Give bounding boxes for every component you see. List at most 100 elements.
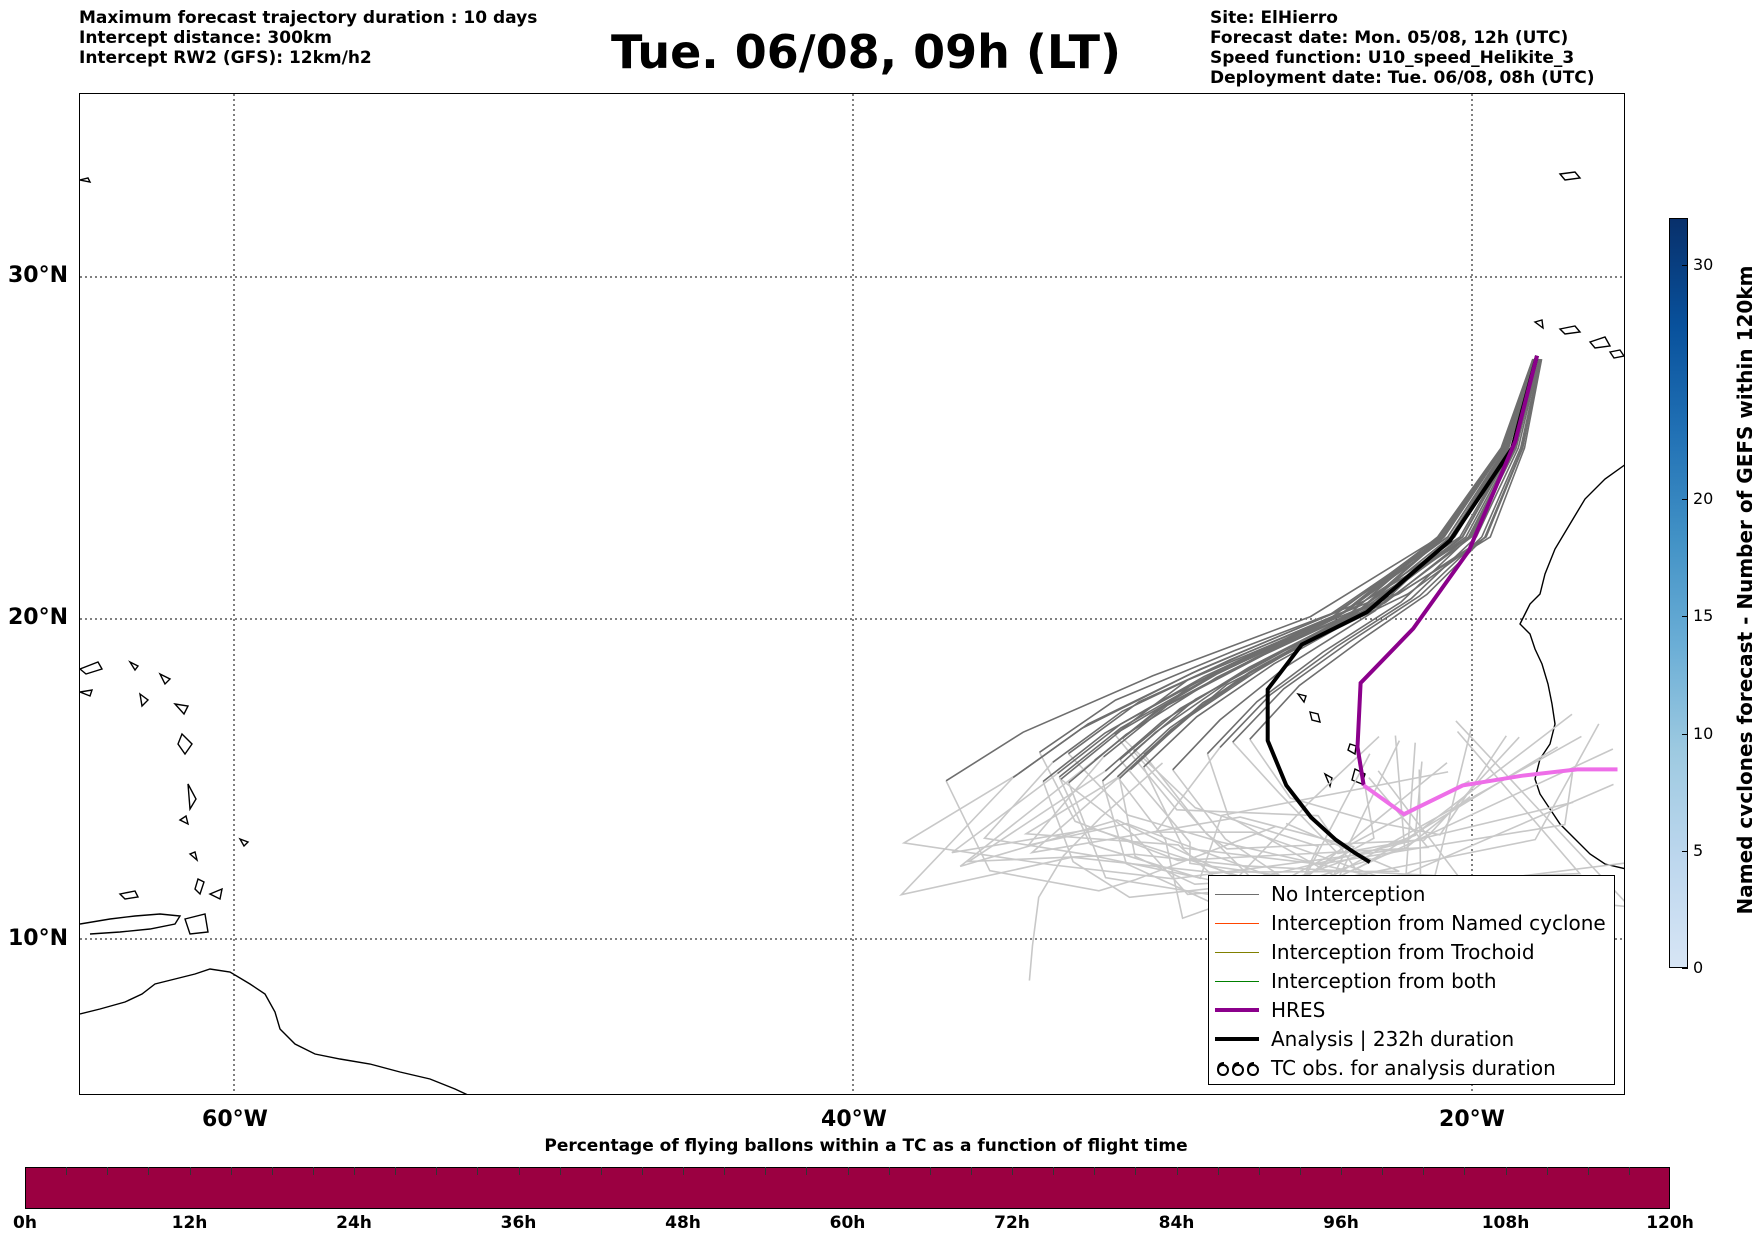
coast-antilles-8	[139, 692, 150, 708]
time-bar-minor-tick	[1258, 1167, 1260, 1175]
coast-antilles-11	[128, 660, 140, 672]
time-bar-minor-tick	[1505, 1167, 1507, 1175]
trajectory-line	[1219, 358, 1541, 748]
time-bar-minor-tick	[1094, 1167, 1096, 1175]
time-bar-minor-tick	[312, 1167, 314, 1175]
page-title: Tue. 06/08, 09h (LT)	[611, 25, 1121, 79]
legend-item-both: Interception from both	[1209, 967, 1614, 996]
lat-label-20n: 20°N	[8, 605, 69, 630]
legend-swatch	[1215, 923, 1259, 924]
map-canvas	[80, 94, 1624, 1094]
time-bar-minor-tick	[1053, 1167, 1055, 1175]
time-bar-minor-tick	[1135, 1167, 1137, 1175]
legend-swatch	[1215, 952, 1259, 953]
coast-antilles-12	[238, 837, 250, 848]
time-bar-tick-label: 96h	[1323, 1213, 1359, 1233]
time-bar-tick-label: 60h	[829, 1213, 866, 1233]
legend-swatch	[1215, 981, 1259, 982]
time-bar-minor-tick	[1217, 1167, 1219, 1175]
coast-paria	[80, 913, 182, 935]
hres-track-violet	[1355, 355, 1539, 786]
forecast-date-text: Forecast date: Mon. 05/08, 12h (UTC)	[1210, 28, 1569, 48]
lon-label-40w: 40°W	[821, 1107, 887, 1132]
time-bar-tick-label: 108h	[1481, 1213, 1530, 1233]
time-bar-minor-tick	[1341, 1167, 1342, 1175]
trajectory-line	[1232, 358, 1541, 743]
coast-antilles-7	[158, 672, 172, 686]
cyclone-symbols-icon	[1217, 1062, 1259, 1076]
coast-cape-verde-2	[1347, 743, 1357, 756]
hres-track-pink	[1362, 767, 1618, 817]
trajectory-line	[1060, 358, 1535, 780]
site-text: Site: ElHierro	[1210, 8, 1338, 28]
coast-antilles-6	[173, 703, 190, 716]
time-bar-minor-tick	[1464, 1167, 1466, 1175]
trajectory-line	[1114, 358, 1543, 736]
time-bar-minor-tick	[1546, 1167, 1548, 1175]
coast-south-america	[80, 968, 468, 1094]
time-bar-minor-tick	[271, 1167, 273, 1175]
coast-antilles-9	[80, 661, 104, 675]
legend-label: Interception from Trochoid	[1271, 940, 1535, 964]
coast-puerto-rico	[80, 177, 92, 183]
trajectory-line	[1058, 358, 1535, 778]
colorbar-tick-mark	[1682, 850, 1688, 852]
time-bar-tick-label: 84h	[1158, 1213, 1195, 1233]
trajectory-line	[1067, 358, 1539, 755]
trajectory-line	[1143, 736, 1520, 850]
header-right-info: Site: ElHierro Forecast date: Mon. 05/08…	[1210, 8, 1595, 88]
lat-label-10n: 10°N	[8, 926, 69, 951]
time-bar-minor-tick	[148, 1167, 150, 1175]
time-bar-tick-label: 12h	[171, 1213, 208, 1233]
trajectory-line	[1026, 756, 1471, 886]
colorbar-tick-label: 10	[1693, 723, 1714, 743]
time-bar-tick-label: 120h	[1646, 1213, 1694, 1233]
lat-label-30n: 30°N	[8, 263, 69, 288]
time-bar-minor-tick	[559, 1167, 561, 1175]
legend-label: Interception from Named cyclone	[1271, 911, 1606, 935]
trajectory-line	[1162, 358, 1542, 740]
coast-canaries-3	[1533, 319, 1544, 330]
time-bar-minor-tick	[107, 1167, 109, 1175]
trajectory-line	[1122, 358, 1542, 739]
trajectory-line	[1104, 358, 1536, 772]
coast-antilles-4	[177, 732, 193, 756]
trajectory-line	[1068, 358, 1534, 784]
lon-label-60w: 60°W	[202, 1107, 268, 1132]
time-bar-tick-label: 0h	[13, 1213, 37, 1233]
trajectory-line	[1023, 768, 1472, 892]
legend-label: Interception from both	[1271, 969, 1497, 993]
trajectory-line	[1057, 358, 1536, 775]
trajectory-line	[1122, 737, 1448, 883]
time-bar-minor-tick	[765, 1167, 767, 1175]
legend-label: TC obs. for analysis duration	[1271, 1056, 1556, 1080]
time-bar-tick-label: 72h	[994, 1213, 1030, 1233]
coast-antilles-10	[80, 689, 94, 697]
time-bar-minor-tick	[66, 1167, 68, 1175]
colorbar-tick-mark	[1682, 264, 1688, 266]
coast-west-africa	[1519, 464, 1624, 870]
time-bar-tick-label: 24h	[336, 1213, 372, 1233]
colorbar-tick-label: 30	[1693, 254, 1714, 274]
time-bar-minor-tick	[1423, 1167, 1425, 1175]
time-bar-minor-tick	[436, 1167, 438, 1175]
deployment-date-text: Deployment date: Tue. 06/08, 08h (UTC)	[1210, 68, 1595, 88]
trajectory-line	[951, 736, 1380, 877]
time-bar-minor-tick	[1176, 1167, 1178, 1175]
legend-label: No Interception	[1271, 882, 1426, 906]
time-bar-minor-tick	[230, 1167, 232, 1175]
map-legend: No Interception Interception from Named …	[1208, 875, 1615, 1085]
trajectory-line	[1060, 778, 1614, 896]
coast-trinidad	[184, 913, 209, 935]
time-bar-minor-tick	[1382, 1167, 1384, 1175]
coast-cape-verde-5	[1296, 692, 1307, 704]
time-bar-minor-tick	[354, 1167, 355, 1175]
trajectory-line	[982, 761, 1574, 885]
trajectory-line	[1114, 733, 1559, 871]
time-bar-minor-tick	[189, 1167, 191, 1175]
trajectory-line	[945, 358, 1534, 782]
trajectory-line	[966, 728, 1472, 877]
legend-swatch	[1215, 1037, 1259, 1041]
colorbar-tick-mark	[1682, 499, 1688, 501]
colorbar-label: Named cyclones forecast - Number of GEFS…	[1733, 265, 1752, 915]
